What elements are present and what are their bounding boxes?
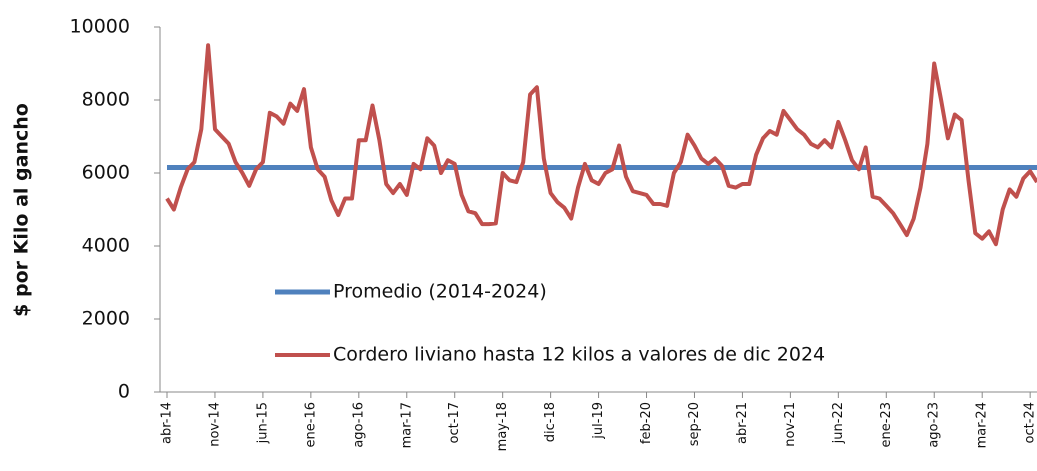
x-tick-label: ago-16	[351, 402, 366, 448]
x-tick-label: abr-21	[735, 402, 750, 444]
x-tick-label: ago-23	[927, 402, 942, 448]
x-tick-label: mar-24	[975, 402, 990, 448]
y-tick-label: 2000	[82, 308, 130, 330]
x-tick-label: mar-17	[399, 402, 414, 448]
y-axis-label: $ por Kilo al gancho	[11, 103, 33, 317]
legend-label: Promedio (2014-2024)	[333, 281, 547, 303]
x-tick-label: jul-19	[591, 402, 606, 440]
y-tick-label: 10000	[70, 16, 130, 38]
x-tick-label: jun-15	[255, 402, 270, 444]
x-tick-label: oct-17	[447, 402, 462, 443]
y-tick-label: 0	[118, 381, 130, 403]
x-tick-label: nov-14	[207, 402, 222, 447]
y-tick-label: 6000	[82, 162, 130, 184]
x-tick-label: dic-18	[543, 402, 558, 442]
x-tick-label: oct-24	[1023, 402, 1037, 443]
x-tick-label: nov-21	[783, 402, 798, 447]
x-tick-label: may-18	[495, 402, 510, 451]
y-tick-label: 4000	[82, 235, 130, 257]
x-tick-label: ene-23	[879, 402, 894, 447]
x-tick-label: abr-14	[160, 402, 175, 444]
x-tick-label: ene-16	[303, 402, 318, 447]
x-tick-label: jun-22	[831, 402, 846, 444]
y-tick-label: 8000	[82, 89, 130, 111]
series-line	[165, 43, 1037, 247]
legend-label: Cordero liviano hasta 12 kilos a valores…	[333, 344, 825, 366]
x-tick-label: sep-20	[687, 402, 702, 446]
x-tick-label: feb-20	[639, 402, 654, 444]
